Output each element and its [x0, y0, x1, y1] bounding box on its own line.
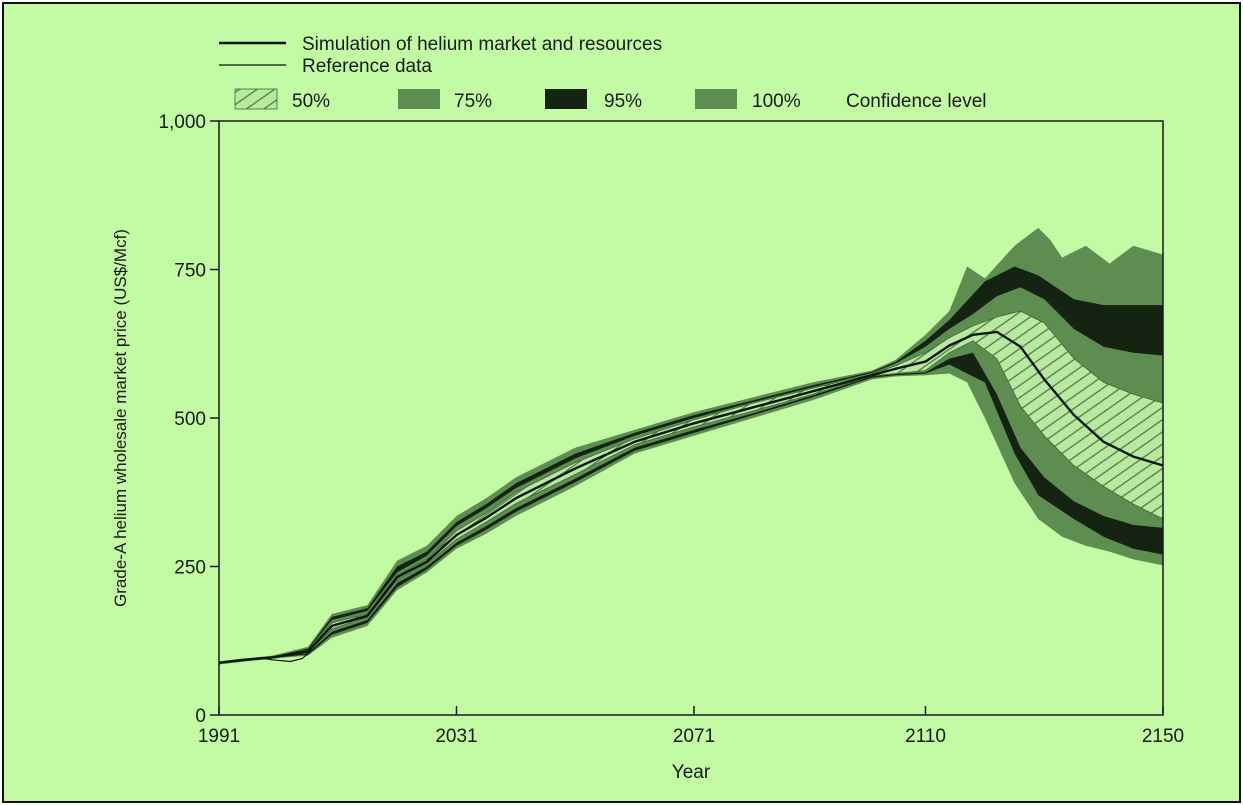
legend-band-label: 75% [454, 91, 492, 112]
series-lines [219, 330, 1163, 664]
x-tick-label: 2071 [673, 726, 715, 747]
legend-line-label: Simulation of helium market and resource… [302, 34, 662, 55]
x-tick-label: 2150 [1142, 726, 1184, 747]
legend-band-label: 50% [292, 91, 330, 112]
y-tick-label: 250 [174, 558, 206, 579]
y-axis: 0 250 500 750 1,000 [158, 112, 219, 727]
legend-band-swatch [695, 89, 737, 109]
x-axis: 1991 2031 2071 2110 2150 [198, 706, 1184, 747]
y-tick-label: 500 [174, 409, 206, 430]
legend-band-swatch [398, 89, 440, 109]
legend-line-label: Reference data [302, 56, 432, 77]
x-axis-title: Year [672, 762, 711, 783]
band-50-pct [219, 310, 1163, 664]
legend-band-label: 95% [604, 91, 642, 112]
legend-band-swatch [234, 88, 278, 110]
x-tick-label: 1991 [198, 726, 240, 747]
legend-band-label: 100% [752, 91, 801, 112]
band-75-pct [219, 287, 1163, 664]
y-axis-title: Grade-A helium wholesale market price (U… [111, 229, 130, 607]
legend: Simulation of helium market and resource… [219, 34, 986, 112]
x-tick-label: 2031 [435, 726, 477, 747]
reference-data-line [219, 643, 321, 664]
simulation-line [219, 330, 1163, 664]
legend-confidence-label: Confidence level [846, 91, 986, 112]
confidence-bands [219, 227, 1163, 665]
y-tick-label: 0 [195, 706, 206, 727]
x-tick-label: 2110 [905, 726, 946, 747]
legend-band-swatch [545, 89, 587, 109]
y-tick-label: 750 [174, 261, 206, 282]
chart-svg: Simulation of helium market and resource… [111, 34, 1184, 783]
band-100-pct [219, 227, 1163, 665]
y-tick-label: 1,000 [158, 112, 206, 133]
